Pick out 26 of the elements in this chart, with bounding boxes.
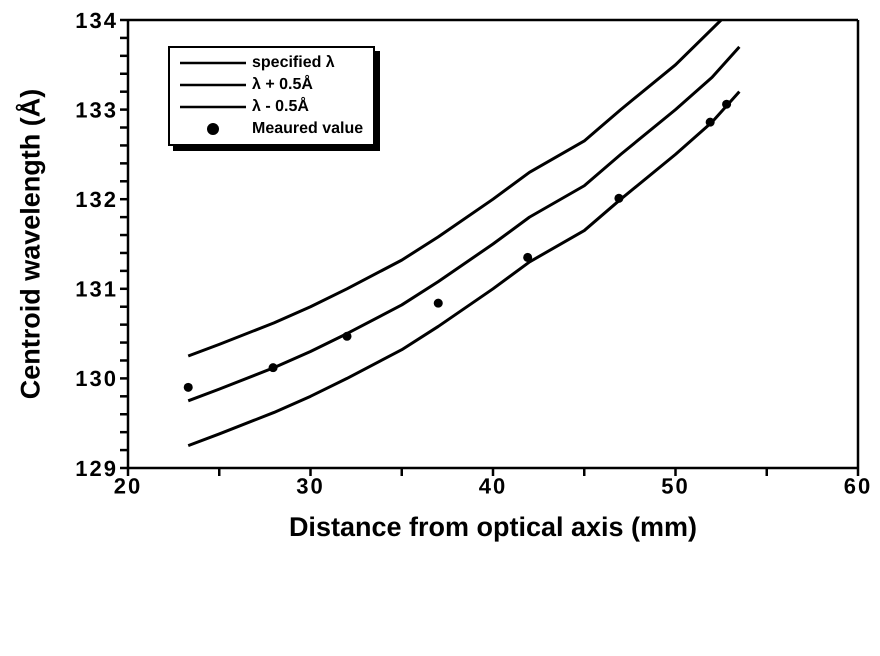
- line-series: [186, 45, 741, 402]
- point: [268, 363, 278, 372]
- y-axis-title: Centroid wavelength (Å): [16, 88, 46, 400]
- legend-label: Meaured value: [252, 120, 364, 138]
- line-series: [186, 90, 741, 448]
- point: [722, 100, 732, 109]
- legend-label: specified λ: [252, 54, 335, 72]
- point: [523, 252, 532, 262]
- x-tick-label: 60: [844, 474, 872, 499]
- legend-label: λ + 0.5Å: [252, 76, 313, 94]
- x-tick-label: 20: [114, 474, 142, 499]
- x-tick-label: 50: [661, 474, 690, 499]
- point: [614, 194, 624, 203]
- point: [434, 298, 443, 308]
- y-tick-label: 130: [75, 366, 118, 392]
- y-tick-label: 131: [75, 276, 118, 302]
- point: [342, 332, 352, 341]
- y-tick-label: 133: [75, 97, 118, 122]
- y-tick-label: 132: [75, 187, 118, 212]
- point: [184, 382, 193, 392]
- y-tick-label: 134: [75, 8, 118, 33]
- x-tick-label: 30: [296, 474, 325, 499]
- x-tick-label: 40: [478, 474, 508, 499]
- legend-label: λ - 0.5Å: [252, 98, 309, 116]
- x-axis-title: Distance from optical axis (mm): [288, 512, 698, 542]
- point: [706, 118, 715, 127]
